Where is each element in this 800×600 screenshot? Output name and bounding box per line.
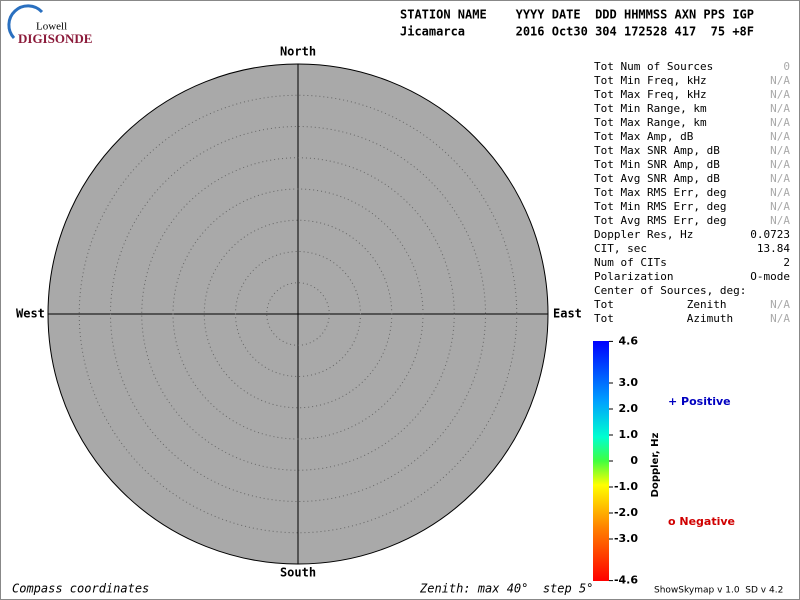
colorbar-tick-label: 4.6 <box>619 334 639 347</box>
north-label: North <box>280 45 316 59</box>
header-line: STATION NAME YYYY DATE DDD HHMMSS AXN PP… <box>400 8 754 22</box>
east-label: East <box>553 307 582 321</box>
stat-label: Tot Zenith <box>594 298 726 311</box>
stat-label: Tot Max Amp, dB <box>594 130 694 143</box>
zenith-ring <box>266 282 330 346</box>
stat-label: Tot Min RMS Err, deg <box>594 200 726 213</box>
logo-swoosh <box>7 4 44 40</box>
stat-value: N/A <box>770 312 790 325</box>
stat-value: 0.0723 <box>750 228 790 241</box>
colorbar-tick-label: 0 <box>630 454 638 467</box>
zenith-ring <box>235 251 361 377</box>
colorbar-tick-label: -1.0 <box>614 480 638 493</box>
stat-value: N/A <box>770 186 790 199</box>
stat-label: Num of CITs <box>594 256 667 269</box>
stat-label: Doppler Res, Hz <box>594 228 693 241</box>
stat-value: N/A <box>770 144 790 157</box>
stat-value: N/A <box>770 102 790 115</box>
logo-bottom: DIGISONDE <box>18 31 92 46</box>
colorbar-tick-label: 1.0 <box>619 428 639 441</box>
stat-value: N/A <box>770 158 790 171</box>
stat-value: N/A <box>770 172 790 185</box>
stat-value: O-mode <box>750 270 790 283</box>
stat-label: Polarization <box>594 270 673 283</box>
stat-label: CIT, sec <box>594 242 647 255</box>
stat-label: Tot Max Range, km <box>594 116 707 129</box>
legend-positive: + Positive <box>668 395 731 408</box>
stat-label: Tot Min Freq, kHz <box>594 74 707 87</box>
stat-value: N/A <box>770 200 790 213</box>
colorbar-label: Doppler, Hz <box>650 433 661 498</box>
footer-right: ShowSkymap v 1.0 SD v 4.2 <box>654 586 783 596</box>
south-label: South <box>280 566 316 580</box>
header-line: Jicamarca 2016 Oct30 304 172528 417 75 +… <box>400 25 754 39</box>
stat-value: N/A <box>770 130 790 143</box>
colorbar-tick-label: -4.6 <box>614 574 638 587</box>
zenith-ring <box>141 157 455 471</box>
stat-value: N/A <box>770 88 790 101</box>
stat-value: N/A <box>770 298 790 311</box>
colorbar-tick-label: -2.0 <box>614 506 638 519</box>
stat-label: Tot Max RMS Err, deg <box>594 186 726 199</box>
legend-negative: o Negative <box>668 515 735 528</box>
west-label: West <box>16 307 45 321</box>
polar-plot <box>47 63 549 565</box>
stat-label: Tot Num of Sources <box>594 60 713 73</box>
zenith-ring <box>78 94 518 534</box>
stat-value: 2 <box>783 256 790 269</box>
stat-label: Tot Azimuth <box>594 312 733 325</box>
stat-label: Center of Sources, deg: <box>594 284 746 297</box>
stat-label: Tot Max SNR Amp, dB <box>594 144 720 157</box>
stat-label: Tot Min SNR Amp, dB <box>594 158 720 171</box>
zenith-ring <box>203 219 393 409</box>
footer-left: Compass coordinates <box>12 582 149 596</box>
zenith-ring <box>172 188 424 440</box>
stat-label: Tot Max Freq, kHz <box>594 88 707 101</box>
stat-value: 0 <box>783 60 790 73</box>
zenith-ring <box>110 126 486 502</box>
stat-label: Tot Min Range, km <box>594 102 707 115</box>
footer-middle: Zenith: max 40° step 5° <box>419 582 593 596</box>
stat-value: N/A <box>770 116 790 129</box>
colorbar-tick-label: 2.0 <box>619 402 639 415</box>
logo-top: Lowell <box>36 21 67 33</box>
stat-value: N/A <box>770 74 790 87</box>
stat-label: Tot Avg SNR Amp, dB <box>594 172 720 185</box>
stat-value: N/A <box>770 214 790 227</box>
colorbar-tick-label: -3.0 <box>614 532 638 545</box>
stat-value: 13.84 <box>757 242 790 255</box>
stat-label: Tot Avg RMS Err, deg <box>594 214 726 227</box>
colorbar-tick-label: 3.0 <box>619 376 639 389</box>
colorbar <box>593 341 609 581</box>
